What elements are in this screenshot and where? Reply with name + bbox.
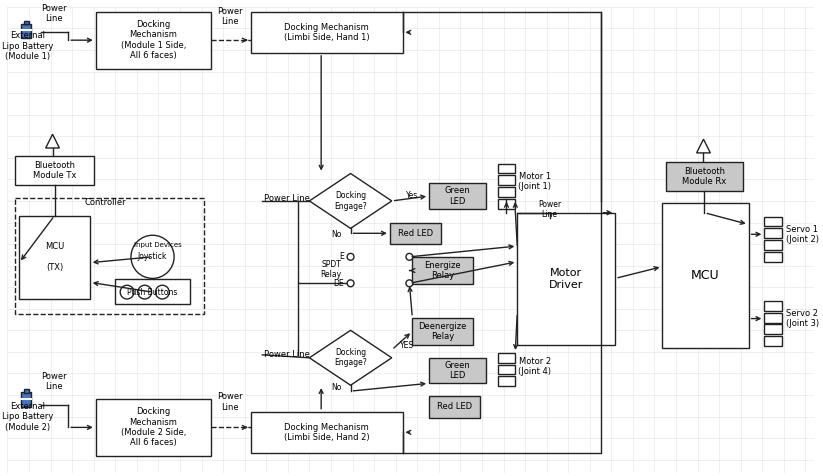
Text: No: No [332, 383, 342, 392]
Bar [765, 217, 782, 227]
Bar [24, 20, 29, 24]
Text: Docking
Mechanism
(Module 2 Side,
All 6 faces): Docking Mechanism (Module 2 Side, All 6 … [121, 407, 186, 447]
Polygon shape [46, 134, 59, 148]
Text: Power
Line: Power Line [217, 7, 243, 26]
Text: Red LED: Red LED [398, 229, 433, 238]
Text: YES: YES [400, 340, 415, 349]
Text: Motor
Driver: Motor Driver [549, 268, 584, 290]
Bar [765, 228, 782, 238]
FancyBboxPatch shape [663, 203, 749, 348]
Bar [765, 301, 782, 311]
Text: Power
Line: Power Line [538, 200, 561, 219]
Text: Power
Line: Power Line [40, 4, 67, 23]
Text: Push Buttons: Push Buttons [128, 288, 178, 297]
Text: Red LED: Red LED [437, 402, 472, 411]
Text: Servo 2
(Joint 3): Servo 2 (Joint 3) [786, 309, 819, 328]
Bar [498, 187, 515, 197]
FancyBboxPatch shape [429, 396, 480, 417]
Circle shape [347, 253, 354, 260]
Text: No: No [332, 230, 342, 239]
Text: Docking
Mechanism
(Module 1 Side,
All 6 faces): Docking Mechanism (Module 1 Side, All 6 … [121, 20, 186, 60]
FancyBboxPatch shape [390, 222, 441, 244]
Circle shape [156, 285, 170, 299]
Bar [21, 392, 31, 407]
Circle shape [131, 235, 174, 278]
FancyBboxPatch shape [412, 257, 473, 284]
Text: Docking
Engage?: Docking Engage? [334, 348, 367, 367]
FancyBboxPatch shape [429, 183, 486, 209]
Text: MCU

(TX): MCU (TX) [45, 242, 64, 272]
Text: E: E [339, 252, 344, 261]
Text: Docking Mechanism
(Limbi Side, Hand 2): Docking Mechanism (Limbi Side, Hand 2) [284, 423, 370, 442]
Polygon shape [309, 330, 392, 385]
Text: Bluetooth
Module Rx: Bluetooth Module Rx [682, 167, 727, 186]
Text: Yes: Yes [407, 190, 418, 199]
Text: Power Line: Power Line [264, 194, 310, 202]
Bar [765, 325, 782, 334]
Polygon shape [309, 173, 392, 228]
Text: Servo 1
(Joint 2): Servo 1 (Joint 2) [786, 225, 819, 244]
Bar [498, 377, 515, 386]
Text: Input Devices: Input Devices [134, 242, 182, 248]
Polygon shape [696, 139, 710, 153]
Text: Power
Line: Power Line [217, 392, 243, 412]
Text: Docking Mechanism
(Limbi Side, Hand 1): Docking Mechanism (Limbi Side, Hand 1) [284, 23, 370, 42]
Bar [498, 353, 515, 363]
Text: Docking
Engage?: Docking Engage? [334, 191, 367, 211]
FancyBboxPatch shape [95, 12, 212, 69]
FancyBboxPatch shape [250, 412, 402, 453]
Text: Power
Line: Power Line [40, 372, 67, 391]
Text: SPDT
Relay: SPDT Relay [320, 260, 342, 279]
Circle shape [137, 285, 151, 299]
Circle shape [347, 280, 354, 287]
Text: Bluetooth
Module Tx: Bluetooth Module Tx [33, 161, 77, 180]
Text: DE: DE [333, 279, 344, 288]
Text: External
Lipo Battery
(Module 2): External Lipo Battery (Module 2) [2, 402, 53, 432]
Bar [498, 365, 515, 375]
Bar [498, 199, 515, 209]
Text: Deenergize
Relay: Deenergize Relay [419, 322, 467, 341]
Bar [21, 23, 31, 38]
FancyBboxPatch shape [19, 216, 90, 299]
Text: MCU: MCU [691, 269, 720, 282]
FancyBboxPatch shape [412, 317, 473, 345]
Text: Motor 2
(Joint 4): Motor 2 (Joint 4) [518, 357, 551, 377]
Text: Joystick: Joystick [138, 252, 167, 261]
Text: Motor 1
(Joint 1): Motor 1 (Joint 1) [518, 172, 551, 191]
Circle shape [406, 280, 413, 287]
FancyBboxPatch shape [429, 358, 486, 383]
Bar [498, 164, 515, 173]
Text: Green
LED: Green LED [444, 361, 470, 380]
Bar [765, 240, 782, 250]
FancyBboxPatch shape [16, 156, 94, 185]
Text: Energize
Relay: Energize Relay [425, 261, 461, 280]
Bar [765, 313, 782, 323]
FancyBboxPatch shape [95, 399, 212, 456]
Circle shape [120, 285, 134, 299]
Bar [765, 336, 782, 346]
FancyBboxPatch shape [667, 162, 742, 191]
Circle shape [406, 253, 413, 260]
Text: Power Line: Power Line [264, 350, 310, 359]
Text: Controller: Controller [85, 198, 126, 208]
Bar [498, 176, 515, 185]
Bar [24, 389, 29, 393]
FancyBboxPatch shape [115, 279, 190, 304]
Text: Green
LED: Green LED [444, 186, 470, 206]
Text: External
Lipo Battery
(Module 1): External Lipo Battery (Module 1) [2, 31, 53, 61]
Bar [765, 252, 782, 262]
FancyBboxPatch shape [517, 213, 616, 345]
FancyBboxPatch shape [250, 12, 402, 53]
